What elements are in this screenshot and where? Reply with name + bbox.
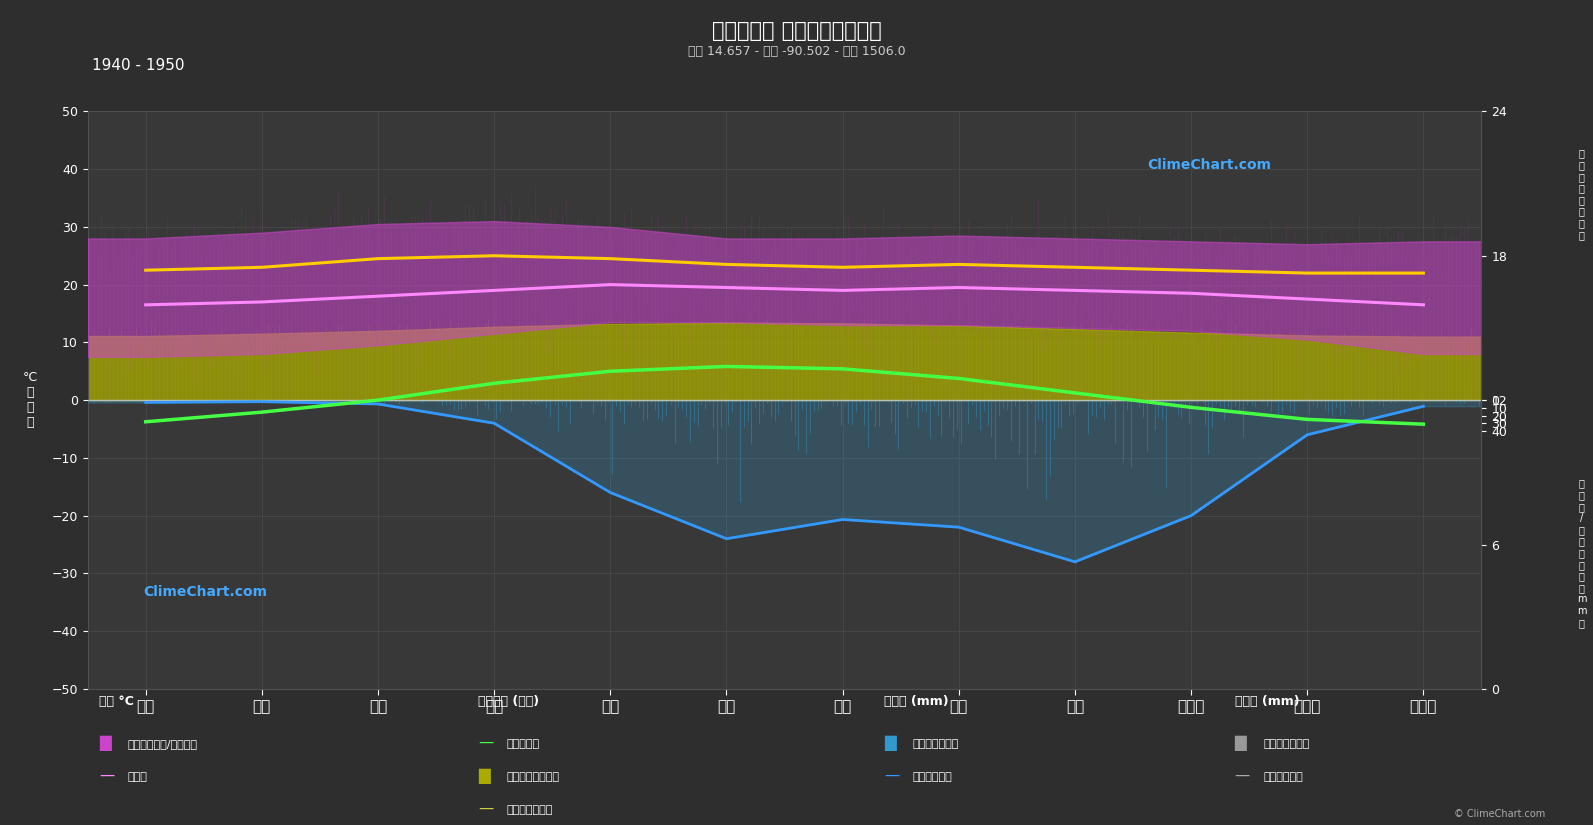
Text: —: — [99,767,115,783]
Text: 月平均日照時間: 月平均日照時間 [507,804,553,814]
Text: █: █ [99,735,110,751]
Text: 月平均降雪量: 月平均降雪量 [1263,771,1303,781]
Text: 気温 °C: 気温 °C [99,695,134,709]
Text: —: — [478,800,494,816]
Text: 日ごとの降雨量: 日ごとの降雨量 [913,738,959,748]
Text: 1940 - 1950: 1940 - 1950 [92,58,185,73]
Text: 降
雨
量
/
最
高
降
雨
量
（
m
m
）: 降 雨 量 / 最 高 降 雨 量 （ m m ） [1577,478,1587,628]
Text: 降雪量 (mm): 降雪量 (mm) [1235,695,1300,709]
Text: 月平均: 月平均 [127,771,147,781]
Text: の気候変動 グアテマラシティ: の気候変動 グアテマラシティ [712,21,881,40]
Text: █: █ [1235,735,1246,751]
Text: 日ごとの日照時間: 日ごとの日照時間 [507,771,559,781]
Text: 日ごとの降雪量: 日ごとの降雪量 [1263,738,1309,748]
Text: 日ごとの最小/最大範囲: 日ごとの最小/最大範囲 [127,738,198,748]
Text: ClimeChart.com: ClimeChart.com [1147,158,1271,172]
Text: © ClimeChart.com: © ClimeChart.com [1454,808,1545,818]
Text: 日照時間 (時間): 日照時間 (時間) [478,695,538,709]
Text: 日中の時間: 日中の時間 [507,738,540,748]
Text: 月平均降雨量: 月平均降雨量 [913,771,953,781]
Text: ClimeChart.com: ClimeChart.com [143,585,268,599]
Text: —: — [1235,767,1251,783]
Text: 日
照
時
間
（
時
間
）: 日 照 時 間 （ 時 間 ） [1579,148,1585,240]
Text: —: — [884,767,900,783]
Text: █: █ [478,768,489,784]
Text: 降雨量 (mm): 降雨量 (mm) [884,695,949,709]
Y-axis label: °C
温
度
販: °C 温 度 販 [22,371,38,429]
Text: —: — [478,734,494,750]
Text: █: █ [884,735,895,751]
Text: 緯度 14.657 - 経度 -90.502 - 標高 1506.0: 緯度 14.657 - 経度 -90.502 - 標高 1506.0 [688,45,905,59]
